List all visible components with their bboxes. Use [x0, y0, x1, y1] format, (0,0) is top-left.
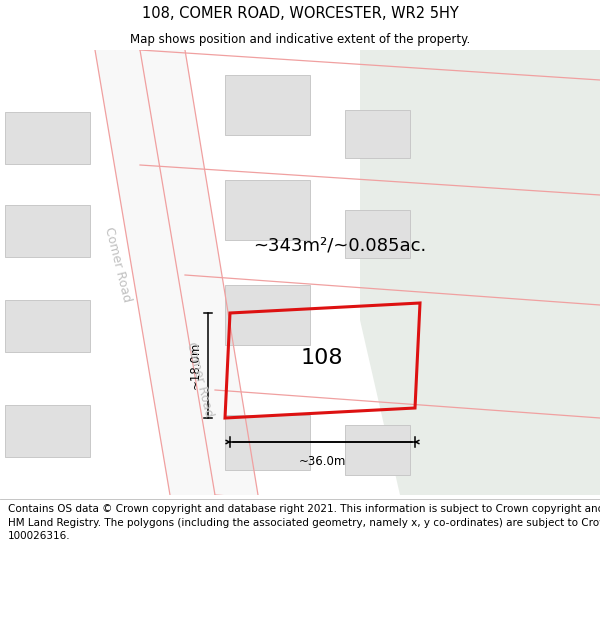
Bar	[225, 285, 310, 345]
Bar	[5, 405, 90, 457]
Bar	[5, 300, 90, 352]
Text: ~18.0m: ~18.0m	[189, 342, 202, 389]
Bar	[225, 75, 310, 135]
Bar	[5, 205, 90, 257]
Bar	[5, 112, 90, 164]
Text: Comer Road: Comer Road	[103, 226, 134, 304]
Polygon shape	[140, 50, 258, 495]
Bar	[225, 415, 310, 470]
Bar	[345, 425, 410, 475]
Text: ~36.0m: ~36.0m	[299, 455, 346, 468]
Bar	[345, 110, 410, 158]
Polygon shape	[95, 50, 215, 495]
Text: Contains OS data © Crown copyright and database right 2021. This information is : Contains OS data © Crown copyright and d…	[8, 504, 600, 541]
Text: Comer Road: Comer Road	[184, 341, 215, 419]
Text: ~343m²/~0.085ac.: ~343m²/~0.085ac.	[253, 236, 427, 254]
Text: 108, COMER ROAD, WORCESTER, WR2 5HY: 108, COMER ROAD, WORCESTER, WR2 5HY	[142, 6, 458, 21]
Text: Map shows position and indicative extent of the property.: Map shows position and indicative extent…	[130, 34, 470, 46]
Polygon shape	[360, 50, 600, 495]
Text: 108: 108	[301, 348, 343, 368]
Bar	[345, 210, 410, 258]
Bar	[225, 180, 310, 240]
